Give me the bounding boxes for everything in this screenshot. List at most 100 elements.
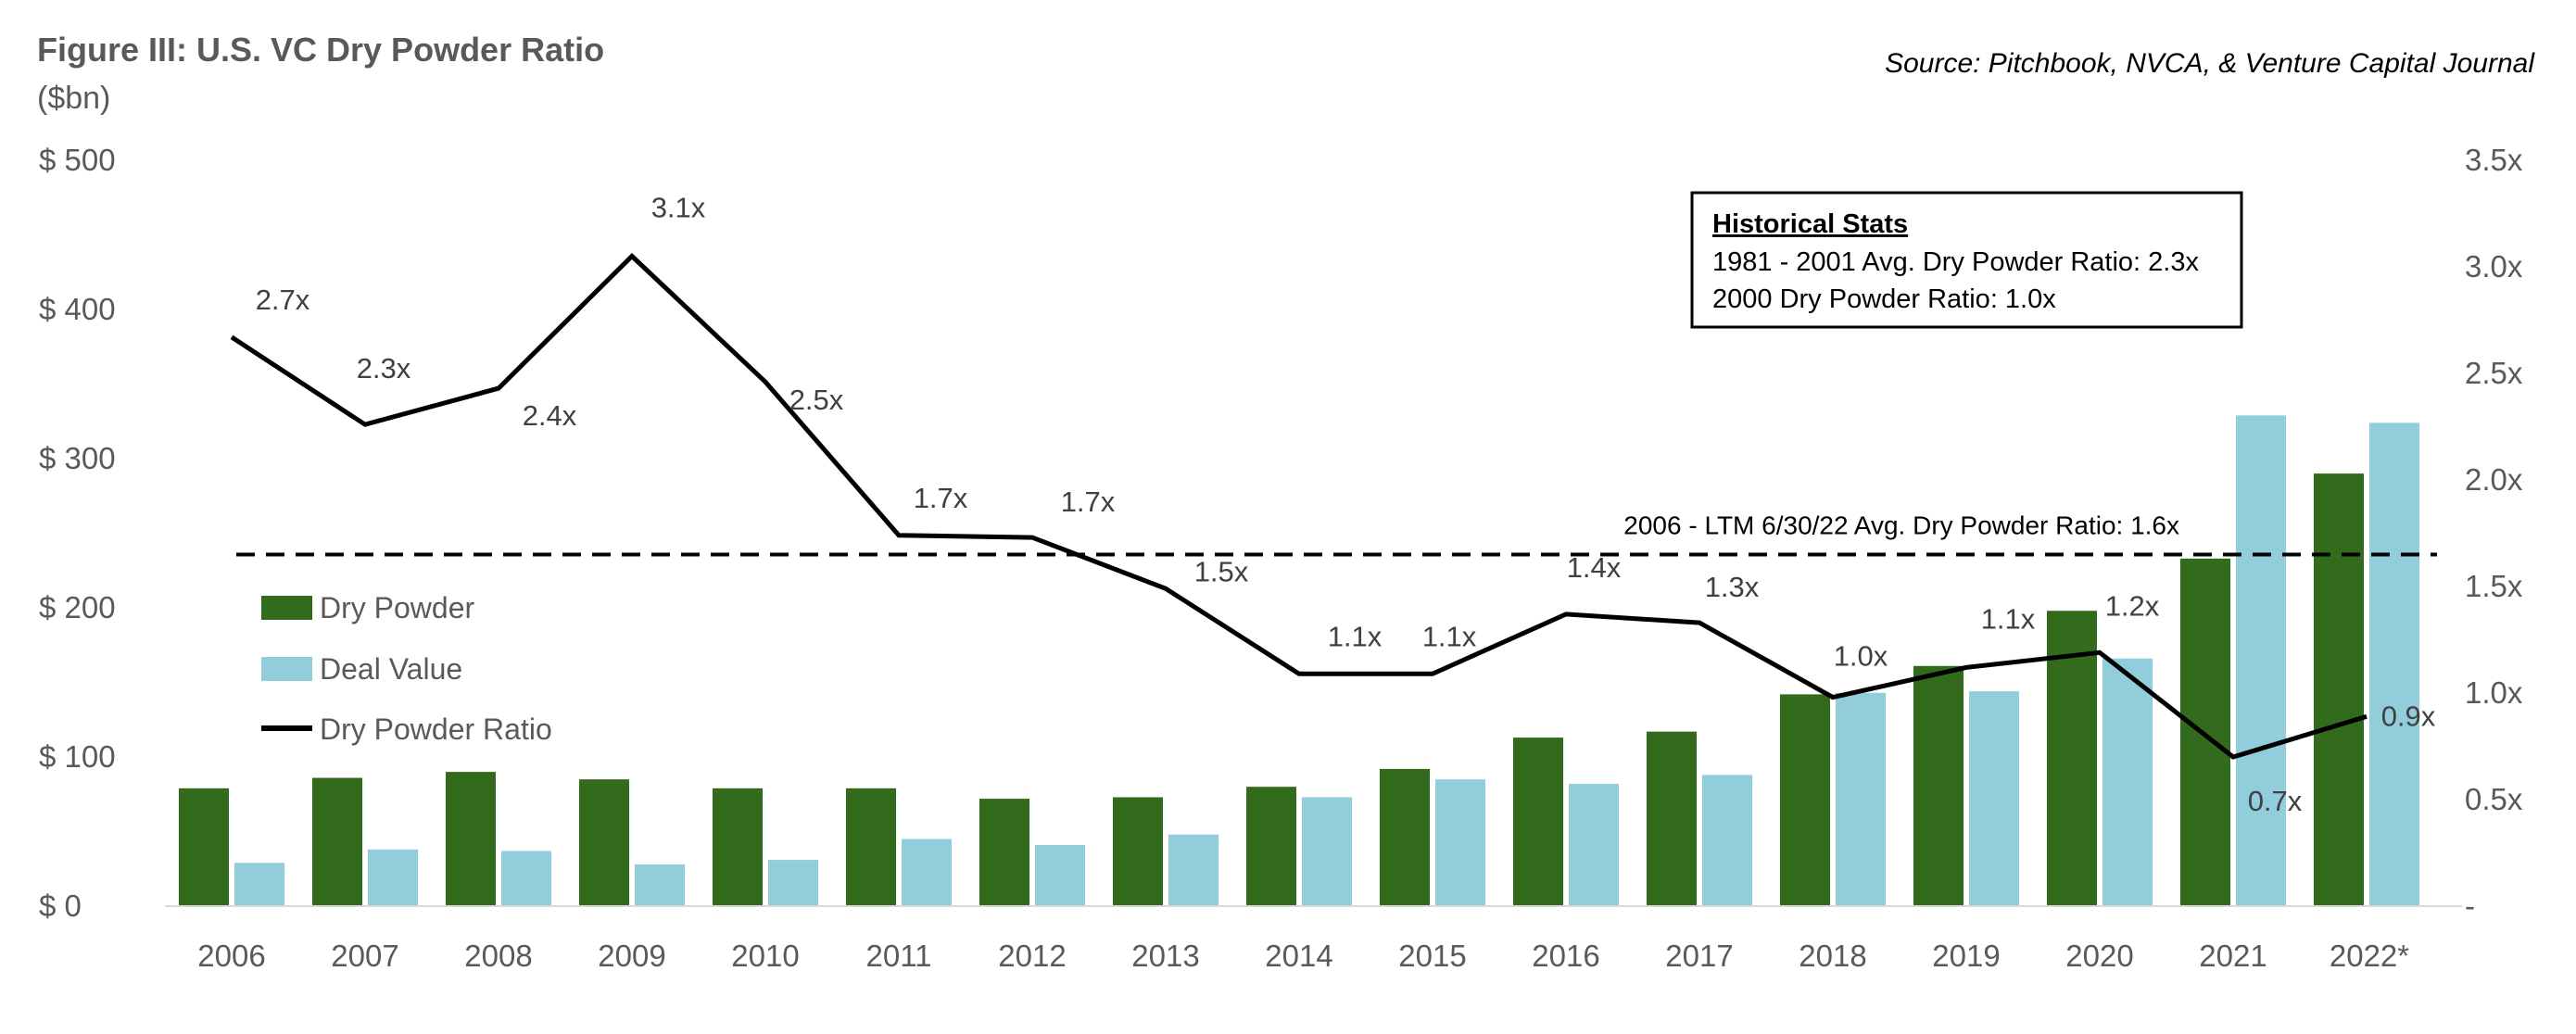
ratio-data-label: 0.7x [2248, 785, 2303, 817]
ratio-data-label: 1.4x [1567, 551, 1622, 584]
bar-deal-value [234, 863, 284, 906]
x-tick-label: 2022* [2330, 939, 2409, 973]
bar-deal-value [1435, 779, 1485, 906]
left-tick-label: $ 100 [39, 739, 116, 774]
ratio-data-label: 2.5x [789, 384, 844, 416]
ratio-data-label: 1.2x [2105, 589, 2160, 622]
ratio-data-label: 2.4x [523, 399, 577, 432]
bar-dry-powder [179, 788, 229, 906]
left-tick-label: $ 200 [39, 590, 116, 624]
bar-deal-value [2369, 422, 2419, 906]
x-tick-label: 2012 [998, 939, 1066, 973]
x-tick-label: 2006 [197, 939, 265, 973]
ratio-data-label: 1.1x [1328, 620, 1383, 652]
right-tick-label: 1.5x [2465, 569, 2523, 603]
bar-deal-value [1836, 692, 1886, 906]
bar-deal-value [2236, 415, 2286, 906]
right-tick-label: 1.0x [2465, 675, 2523, 710]
left-tick-label: $ 0 [39, 889, 82, 923]
bar-dry-powder [1780, 694, 1830, 906]
right-tick-label: 2.0x [2465, 462, 2523, 497]
unit-label: ($bn) [37, 81, 110, 116]
bar-deal-value [2102, 658, 2153, 906]
bar-dry-powder [2314, 473, 2364, 906]
ratio-data-label: 1.1x [1422, 620, 1477, 652]
bar-deal-value [1035, 844, 1085, 906]
x-tick-label: 2021 [2199, 939, 2267, 973]
ratio-data-label: 1.3x [1705, 571, 1760, 603]
bar-deal-value [501, 851, 551, 906]
left-tick-label: $ 300 [39, 441, 116, 475]
bar-dry-powder [1513, 738, 1563, 906]
bar-dry-powder [446, 772, 496, 906]
bar-dry-powder [1113, 797, 1163, 906]
right-axis: - 0.5x 1.0x 1.5x 2.0x 2.5x 3.0x 3.5x [2465, 143, 2523, 923]
x-tick-label: 2008 [464, 939, 532, 973]
ratio-data-label: 1.1x [1981, 602, 2036, 635]
ratio-line [230, 253, 2368, 760]
bar-deal-value [768, 860, 818, 906]
left-tick-label: $ 400 [39, 292, 116, 326]
bar-dry-powder [1246, 787, 1296, 906]
x-tick-label: 2018 [1799, 939, 1866, 973]
right-tick-label: 3.5x [2465, 143, 2523, 177]
ratio-data-label: 3.1x [651, 192, 706, 224]
legend-swatch-dry-powder [261, 596, 312, 620]
bar-deal-value [635, 864, 685, 906]
legend-label-deal-value: Deal Value [320, 652, 462, 686]
right-tick-label: 0.5x [2465, 782, 2523, 816]
ratio-data-label: 2.7x [256, 284, 310, 316]
bar-dry-powder [846, 788, 896, 906]
reference-line-label: 2006 - LTM 6/30/22 Avg. Dry Powder Ratio… [1623, 511, 2179, 540]
bar-deal-value [1702, 775, 1752, 906]
bar-dry-powder [579, 779, 629, 906]
legend-swatch-deal-value [261, 657, 312, 681]
bar-dry-powder [1380, 768, 1430, 906]
x-tick-label: 2014 [1265, 939, 1332, 973]
x-tick-label: 2015 [1398, 939, 1466, 973]
chart-title: Figure III: U.S. VC Dry Powder Ratio [37, 31, 604, 69]
bar-dry-powder [312, 777, 362, 906]
bar-dry-powder [1913, 665, 1964, 906]
legend-label-ratio: Dry Powder Ratio [320, 712, 552, 746]
bar-deal-value [1569, 783, 1619, 906]
bar-dry-powder [1647, 731, 1697, 906]
x-tick-label: 2009 [598, 939, 665, 973]
ratio-data-label: 2.3x [357, 352, 411, 385]
bar-series [179, 415, 2419, 906]
left-tick-label: $ 500 [39, 143, 116, 177]
bar-deal-value [368, 849, 418, 906]
ratio-data-label: 0.9x [2381, 700, 2436, 732]
bar-deal-value [1969, 691, 2019, 906]
right-tick-label: - [2465, 889, 2475, 923]
right-tick-label: 3.0x [2465, 249, 2523, 284]
bar-dry-powder [2047, 611, 2097, 906]
bar-deal-value [1302, 797, 1352, 906]
x-tick-label: 2013 [1131, 939, 1199, 973]
legend: Dry Powder Deal Value Dry Powder Ratio [261, 591, 552, 746]
ratio-data-label: 1.7x [1061, 485, 1116, 518]
x-tick-label: 2019 [1932, 939, 2000, 973]
stats-box-border [1690, 191, 2243, 329]
x-tick-label: 2010 [731, 939, 799, 973]
left-axis: $ 0 $ 100 $ 200 $ 300 $ 400 $ 500 [39, 143, 116, 923]
stats-box-title: Historical Stats [1712, 209, 1908, 239]
bar-deal-value [902, 839, 952, 906]
x-tick-label: 2011 [866, 939, 932, 973]
x-tick-label: 2017 [1665, 939, 1733, 973]
legend-label-dry-powder: Dry Powder [320, 591, 475, 624]
bar-dry-powder [979, 799, 1029, 906]
x-tick-label: 2016 [1532, 939, 1599, 973]
ratio-data-label: 1.0x [1834, 640, 1888, 673]
source-note: Source: Pitchbook, NVCA, & Venture Capit… [1885, 48, 2535, 79]
x-axis: 2006 2007 2008 2009 2010 2011 2012 2013 2014 2015… [197, 939, 2409, 973]
ratio-data-label: 1.5x [1194, 555, 1249, 587]
ratio-data-label: 1.7x [914, 482, 968, 514]
x-tick-label: 2007 [331, 939, 398, 973]
ratio-labels: 2.7x 2.3x 2.4x 3.1x 2.5x 1.7x 1.7x 1.5x 1.1x 1.1x… [256, 192, 2436, 818]
bar-dry-powder [713, 788, 763, 906]
stats-box-line-1: 1981 - 2001 Avg. Dry Powder Ratio: 2.3x [1712, 247, 2199, 277]
right-tick-label: 2.5x [2465, 356, 2523, 390]
historical-stats-box: Historical Stats 1981 - 2001 Avg. Dry Po… [1690, 191, 2243, 329]
